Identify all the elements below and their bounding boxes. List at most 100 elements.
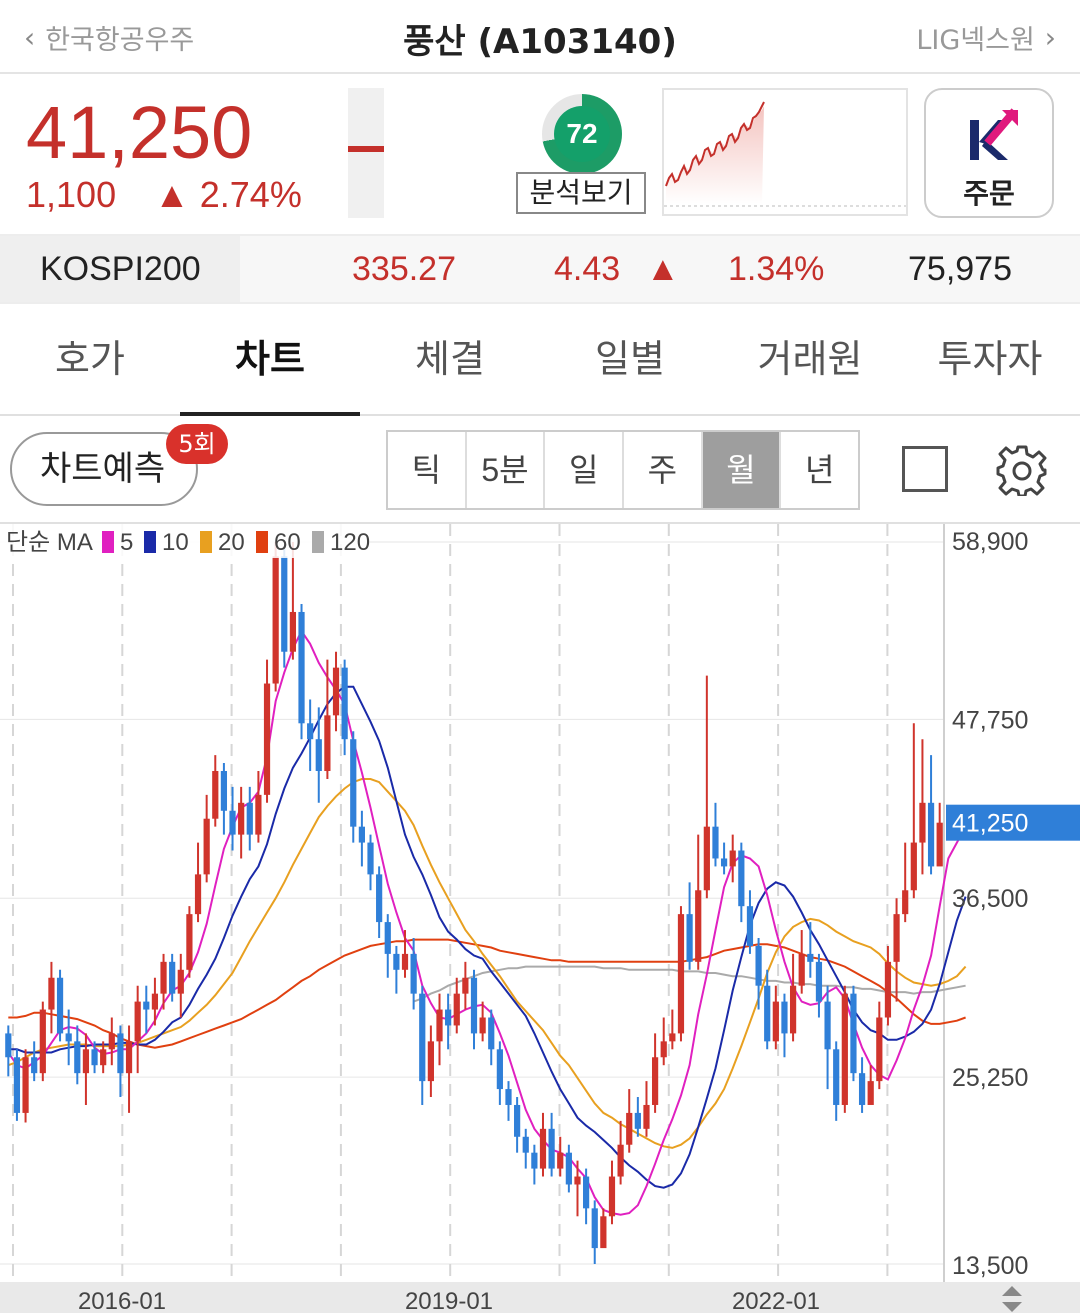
- ma60-line: [8, 938, 966, 1049]
- fullscreen-toggle-icon[interactable]: [902, 446, 948, 492]
- chevron-left-icon: ‹: [24, 21, 36, 54]
- index-change-pct: 1.34%: [728, 250, 825, 288]
- candle: [608, 1160, 616, 1225]
- candle: [212, 755, 219, 827]
- x-tick-label: 2016-01: [78, 1288, 166, 1313]
- candle: [238, 786, 245, 859]
- candle: [194, 842, 202, 923]
- candle: [479, 1001, 486, 1042]
- candle: [764, 969, 771, 1050]
- candle: [203, 794, 210, 883]
- index-volume: 75,975: [908, 250, 1012, 288]
- candle: [65, 1009, 72, 1066]
- tab-investors[interactable]: 투자자: [937, 337, 1043, 381]
- candle: [341, 659, 348, 756]
- y-tick-label: 25,250: [952, 1064, 1028, 1092]
- candle: [246, 786, 253, 851]
- candle: [401, 930, 409, 978]
- candle: [272, 542, 279, 692]
- legend-label: 120: [330, 529, 370, 556]
- period-day[interactable]: 일: [545, 432, 625, 508]
- period-5min[interactable]: 5분: [467, 432, 546, 508]
- candle: [358, 810, 365, 867]
- candle: [39, 1001, 46, 1082]
- x-axis-band: [0, 1282, 1080, 1313]
- analysis-score-ring[interactable]: 72: [542, 94, 622, 174]
- candle: [876, 1001, 883, 1090]
- period-month[interactable]: 월: [702, 432, 782, 508]
- gear-icon[interactable]: [996, 444, 1048, 496]
- candle: [255, 771, 262, 843]
- period-week[interactable]: 주: [624, 432, 703, 508]
- candle: [669, 1009, 676, 1050]
- mini-chart-line: [665, 101, 765, 187]
- candle: [177, 953, 184, 1018]
- candle: [350, 731, 357, 843]
- candle: [824, 985, 831, 1090]
- header-bar: ‹ 한국항공우주 풍산 (A103140) LIG넥스원 ›: [0, 0, 1080, 74]
- candle: [712, 802, 719, 867]
- tab-trades[interactable]: 체결: [415, 337, 485, 381]
- candle: [151, 977, 159, 1026]
- candle: [22, 1049, 29, 1123]
- index-row[interactable]: KOSPI200 335.27 4.43 ▲ 1.34% 75,975: [0, 234, 1080, 304]
- period-selector: 틱 5분 일 주 월 년: [386, 430, 860, 510]
- tab-daily[interactable]: 일별: [595, 337, 665, 381]
- candle: [324, 659, 331, 779]
- candle: [531, 1144, 538, 1185]
- y-tick-label: 58,900: [952, 528, 1028, 556]
- legend-swatch: [144, 531, 156, 553]
- legend-swatch: [256, 531, 268, 553]
- candle: [910, 723, 917, 899]
- next-stock-link[interactable]: LIG넥스원 ›: [916, 18, 1056, 57]
- tab-bar: 호가 차트 체결 일별 거래원 투자자: [0, 304, 1080, 416]
- period-tick[interactable]: 틱: [388, 432, 467, 508]
- legend-swatch: [200, 531, 212, 553]
- candle: [410, 937, 417, 1010]
- analysis-score: 72: [554, 106, 610, 162]
- candle: [548, 1112, 555, 1177]
- legend-swatch: [312, 531, 324, 553]
- candle: [263, 659, 271, 803]
- candle: [229, 786, 236, 851]
- candle: [470, 969, 478, 1050]
- candle: [634, 1097, 641, 1137]
- mini-chart-area: [666, 106, 764, 204]
- scroll-arrows-icon[interactable]: [1002, 1286, 1022, 1312]
- tab-chart[interactable]: 차트: [180, 304, 360, 416]
- candle: [514, 1097, 521, 1153]
- candle: [626, 1089, 633, 1153]
- analyze-button[interactable]: 분석보기: [516, 172, 646, 214]
- candle: [453, 977, 460, 1034]
- candle: [660, 1017, 667, 1066]
- candle: [789, 953, 797, 1042]
- y-tick-label: 47,750: [952, 706, 1028, 734]
- candle: [936, 802, 943, 867]
- index-name: KOSPI200: [0, 236, 240, 302]
- mini-price-chart[interactable]: [662, 88, 908, 216]
- next-stock-name: LIG넥스원: [916, 25, 1035, 56]
- order-button[interactable]: 주문: [924, 88, 1054, 218]
- candle: [703, 675, 710, 899]
- chevron-right-icon: ›: [1044, 21, 1056, 54]
- candle: [807, 922, 814, 978]
- candle: [677, 906, 685, 1042]
- period-year[interactable]: 년: [804, 452, 835, 488]
- candle: [686, 882, 693, 970]
- day-range-marker: [348, 146, 384, 152]
- legend-label: 60: [274, 529, 301, 556]
- candle: [82, 1033, 90, 1105]
- candle: [117, 1025, 124, 1098]
- tab-brokers[interactable]: 거래원: [757, 337, 863, 381]
- candle: [850, 985, 857, 1082]
- tab-orderbook[interactable]: 호가: [55, 337, 125, 381]
- price-chart[interactable]: 58,900 47,750 36,500 25,250 13,500 41,250 단순 …: [0, 522, 1080, 1313]
- x-tick-label: 2019-01: [405, 1288, 493, 1313]
- last-price-label: 41,250: [952, 810, 1028, 838]
- candle: [169, 953, 176, 1002]
- prev-stock-link[interactable]: ‹ 한국항공우주: [24, 18, 194, 57]
- candle: [746, 890, 754, 954]
- legend-swatch: [102, 531, 114, 553]
- candle: [643, 1081, 650, 1137]
- chart-svg: 58,900 47,750 36,500 25,250 13,500 41,250 단순 …: [0, 524, 1080, 1313]
